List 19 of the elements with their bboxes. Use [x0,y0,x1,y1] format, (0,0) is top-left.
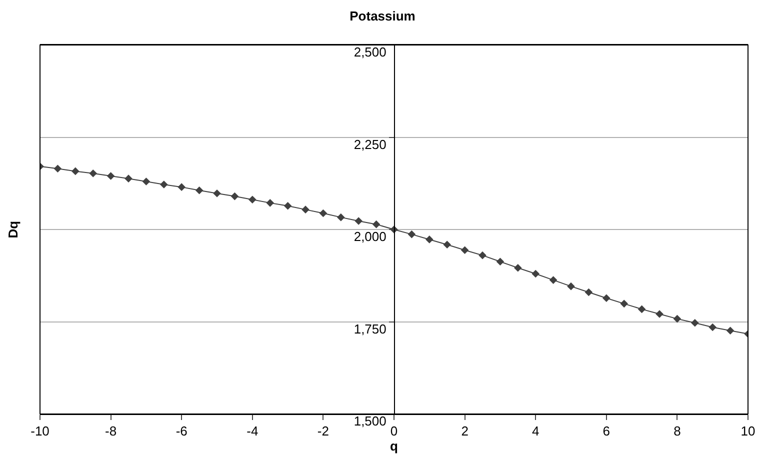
x-tick-label: 8 [674,424,681,439]
x-tick-label: 2 [461,424,468,439]
y-tick-label: 2,500 [354,44,386,60]
x-tick-label: -10 [30,424,50,439]
x-tick-label: -4 [246,424,258,439]
x-tick-label: -8 [105,424,117,439]
chart-title: Potassium [350,8,416,24]
x-tick-label: -6 [176,424,188,439]
y-tick-label: 1,750 [354,321,386,336]
x-tick-label: 10 [740,424,756,439]
x-tick-label: 6 [602,424,610,439]
x-tick-label: 0 [390,424,398,439]
y-tick-label: 2,250 [354,136,386,152]
y-tick-label: 1,500 [354,414,386,429]
x-axis-title: q [390,438,398,454]
x-tick-label: -2 [317,424,329,439]
y-axis-title: Dq [5,220,20,238]
x-tick-label: 4 [532,424,540,439]
y-tick-label: 2,000 [354,229,386,244]
